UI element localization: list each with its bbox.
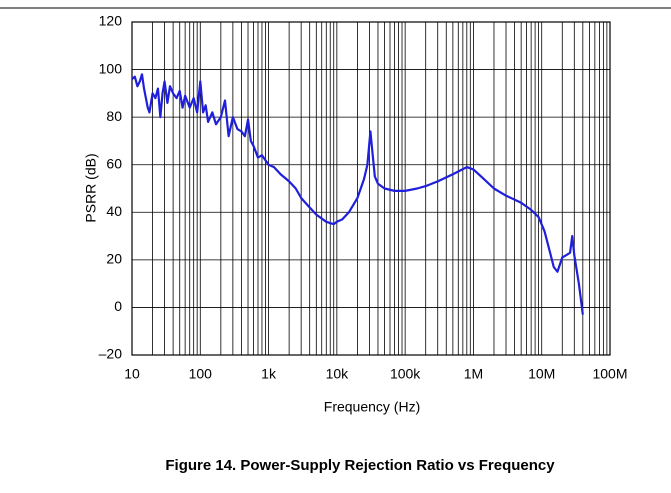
y-tick-label: 80	[106, 108, 122, 124]
x-tick-label: 1M	[464, 366, 483, 382]
y-tick-label: 120	[99, 13, 123, 29]
x-tick-label: 10	[124, 366, 140, 382]
x-tick-label: 100k	[390, 366, 421, 382]
y-axis-label: PSRR (dB)	[83, 153, 99, 222]
x-tick-label: 100	[189, 366, 213, 382]
plot-frame	[131, 21, 611, 356]
y-tick-label: –20	[99, 346, 123, 362]
y-tick-label: 20	[106, 251, 122, 267]
data-line	[131, 73, 584, 315]
y-tick-label: 40	[106, 203, 122, 219]
x-tick-label: 100M	[592, 366, 627, 382]
x-tick-label: 1k	[261, 366, 277, 382]
y-tick-label: 100	[99, 60, 123, 76]
figure-caption: Figure 14. Power-Supply Rejection Ratio …	[165, 457, 555, 474]
x-tick-label: 10M	[528, 366, 555, 382]
x-tick-label: 10k	[326, 366, 350, 382]
y-tick-label: 0	[114, 298, 122, 314]
x-axis-label: Frequency (Hz)	[324, 399, 420, 415]
y-tick-label: 60	[106, 155, 122, 171]
